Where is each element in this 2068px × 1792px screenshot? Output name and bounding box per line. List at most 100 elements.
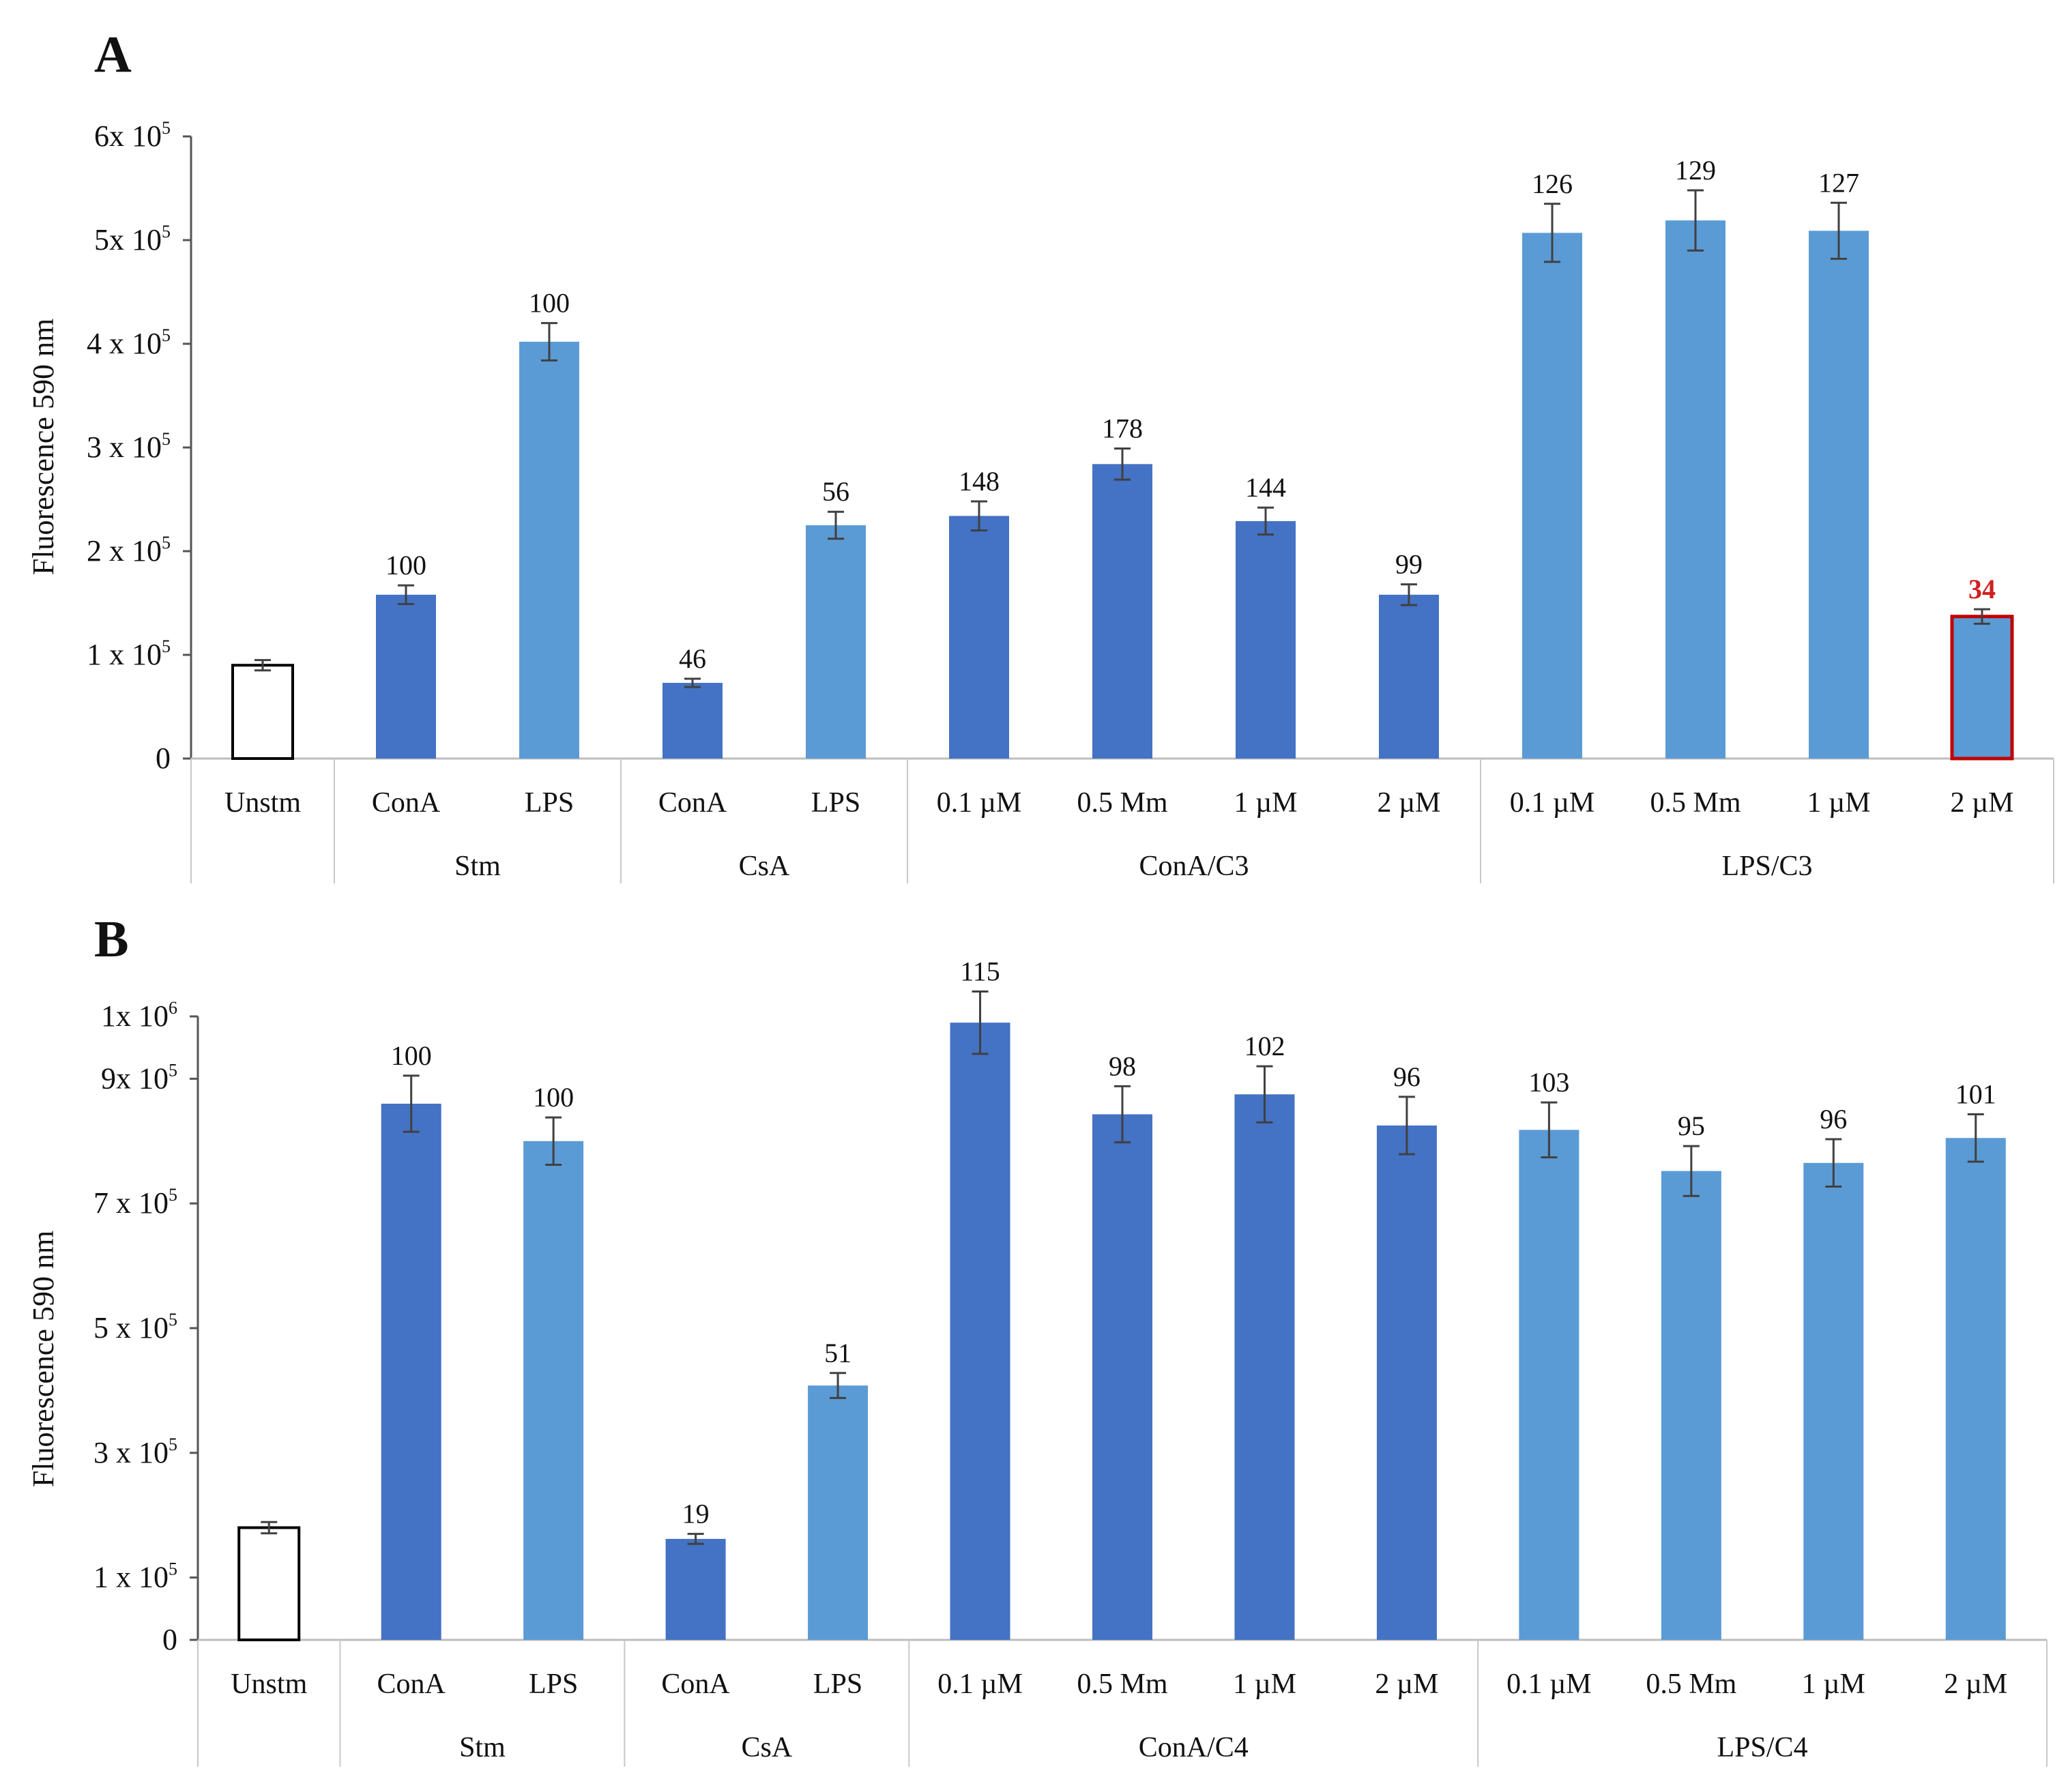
- bar-value-label: 178: [1102, 413, 1143, 444]
- panel-b-group-labels: Stm CsA ConA/C4 LPS/C4: [197, 1640, 2048, 1767]
- bar-csa-0: [662, 683, 723, 759]
- bar-value-label: 101: [1955, 1078, 1996, 1109]
- bar-value-label: 129: [1675, 155, 1716, 186]
- panel-a-group-labels: Stm CsA ConA/C3 LPS/C3: [190, 759, 2054, 883]
- y-tick-label: 1 x 105: [93, 1559, 177, 1594]
- category-label: ConA: [658, 787, 727, 819]
- bar-cona-c4-0: [950, 1023, 1010, 1640]
- bar-unstimulated: [237, 1526, 301, 1641]
- category-label: 2 µM: [1950, 787, 2013, 819]
- category-label: ConA: [372, 787, 441, 819]
- category-label: LPS: [529, 1669, 578, 1700]
- category-label: 0.5 Mm: [1646, 1669, 1736, 1700]
- category-label: 0.5 Mm: [1650, 787, 1741, 819]
- group-label: LPS/C4: [1717, 1732, 1808, 1763]
- category-label: 1 µM: [1234, 787, 1297, 819]
- bar-csa-0: [665, 1538, 726, 1640]
- panel-b-letter: B: [94, 911, 129, 968]
- bar-value-label: 100: [529, 288, 570, 319]
- bar-value-label: 56: [822, 476, 849, 507]
- panel-a-bars: 100 100 46 56 148 178 144 99 126 129 127 34: [231, 155, 2014, 761]
- panel-a-letter: A: [94, 26, 132, 83]
- category-label: ConA: [377, 1669, 446, 1700]
- y-tick-label: 5x 105: [94, 222, 171, 256]
- category-label: LPS: [813, 1669, 862, 1700]
- bar-lps-c4-3: [1945, 1138, 2006, 1640]
- group-label: LPS/C3: [1721, 851, 1812, 882]
- bar-value-label: 46: [679, 643, 706, 674]
- y-tick-label: 3 x 105: [93, 1435, 177, 1469]
- bar-stm-0: [381, 1103, 441, 1640]
- y-tick-label: 2 x 105: [87, 533, 171, 568]
- bar-cona-c3-3: [1379, 594, 1439, 759]
- y-tick-label: 9x 105: [101, 1060, 177, 1095]
- panel-b-bars: 100 100 19 51 115 98 102 96 103 95 96 101: [237, 956, 2006, 1641]
- panel-b-y-axis-label: Fluorescence 590 nm: [27, 1231, 60, 1487]
- category-label: 1 µM: [1807, 787, 1870, 819]
- category-label: 1 µM: [1233, 1669, 1296, 1700]
- bar-stm-1: [523, 1141, 584, 1640]
- category-label: 0.1 µM: [937, 1669, 1023, 1700]
- y-tick-label: 6x 105: [94, 118, 171, 153]
- bar-cona-c4-2: [1234, 1094, 1295, 1640]
- bar-value-label: 96: [1820, 1104, 1847, 1134]
- bar-cona-c4-1: [1092, 1114, 1152, 1640]
- group-label: CsA: [739, 851, 790, 882]
- bar-unstimulated: [231, 664, 294, 761]
- category-label: 2 µM: [1944, 1669, 2007, 1700]
- bar-value-label: 100: [385, 550, 426, 581]
- y-tick-label: 3 x 105: [87, 429, 171, 464]
- bar-cona-c3-1: [1092, 464, 1152, 759]
- y-tick-label: 1x 106: [101, 998, 177, 1033]
- panel-a: A Fluorescence 590 nm 0 1 x 105 2 x 105 3 x…: [27, 26, 2054, 883]
- category-label: LPS: [525, 787, 574, 819]
- bar-lps-c3-2: [1809, 231, 1869, 759]
- bar-value-label: 100: [391, 1040, 432, 1071]
- y-tick-label: 0: [162, 1623, 177, 1656]
- bar-cona-c3-0: [949, 516, 1009, 759]
- bar-value-label: 102: [1244, 1031, 1285, 1061]
- group-label: Stm: [459, 1732, 506, 1763]
- panel-a-y-ticks: 0 1 x 105 2 x 105 3 x 105 4 x 105 5x 105 6x 10…: [87, 118, 191, 775]
- bar-lps-c4-2: [1803, 1162, 1864, 1640]
- bar-cona-c4-3: [1376, 1125, 1437, 1640]
- bar-lps-c4-1: [1661, 1171, 1721, 1640]
- group-label: Stm: [454, 851, 501, 882]
- bar-value-label: 148: [959, 466, 1000, 497]
- category-label: ConA: [661, 1669, 730, 1700]
- panel-a-category-labels: Unstm ConA LPS ConA LPS 0.1 µM 0.5 Mm 1 µM 2 µM 0…: [224, 787, 2014, 819]
- category-label: 1 µM: [1802, 1669, 1865, 1700]
- bar-lps-c4-0: [1519, 1130, 1579, 1640]
- y-tick-label: 5 x 105: [93, 1310, 177, 1345]
- y-tick-label: 1 x 105: [87, 636, 171, 671]
- bar-lps-c3-3: [1950, 615, 2014, 761]
- bar-lps-c3-0: [1522, 233, 1582, 759]
- category-label: LPS: [811, 787, 860, 819]
- category-label: Unstm: [224, 787, 301, 819]
- y-tick-label: 4 x 105: [87, 325, 171, 360]
- y-tick-label: 0: [156, 741, 171, 775]
- bar-cona-c3-2: [1236, 520, 1296, 759]
- panel-b-y-ticks: 0 1 x 105 3 x 105 5 x 105 7 x 105 9x 105 1x 10…: [93, 998, 198, 1656]
- y-tick-label: 7 x 105: [93, 1185, 177, 1220]
- category-label: Unstm: [231, 1669, 307, 1700]
- group-label: CsA: [741, 1732, 792, 1763]
- panel-b-category-labels: Unstm ConA LPS ConA LPS 0.1 µM 0.5 Mm 1 µM 2 µM 0…: [231, 1669, 2007, 1700]
- bar-value-label: 19: [682, 1499, 710, 1529]
- category-label: 2 µM: [1375, 1669, 1438, 1700]
- bar-stm-1: [519, 341, 579, 759]
- bar-value-label: 51: [824, 1338, 851, 1368]
- bar-value-label: 144: [1245, 472, 1286, 503]
- group-label: ConA/C4: [1139, 1732, 1249, 1763]
- bar-value-label: 127: [1818, 167, 1859, 198]
- bar-value-label: 98: [1109, 1051, 1136, 1081]
- bar-value-label: 99: [1395, 549, 1423, 580]
- bar-value-label: 115: [960, 956, 1000, 986]
- group-label: ConA/C3: [1139, 851, 1249, 882]
- bar-value-label: 126: [1532, 168, 1573, 199]
- bar-csa-1: [806, 525, 866, 759]
- category-label: 0.1 µM: [1510, 787, 1595, 819]
- bar-value-label: 34: [1968, 574, 1996, 604]
- category-label: 0.5 Mm: [1077, 787, 1167, 819]
